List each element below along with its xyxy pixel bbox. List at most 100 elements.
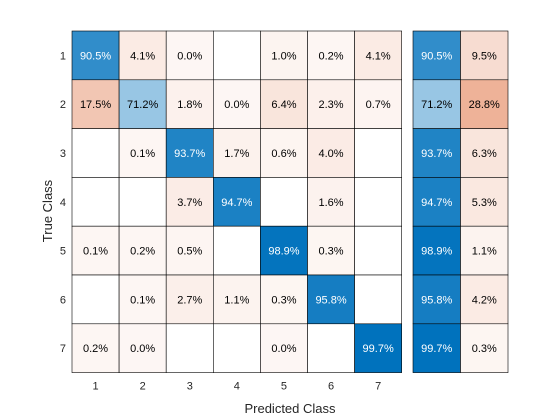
summary-cell-label: 9.5%: [472, 50, 497, 62]
confusion-matrix-grid: 90.5% 4.1% 0.0% 1.0% 0.2% 4.1% 17.5% 71.2% 1.8% 0…: [71, 30, 403, 373]
y-tick-label: 5: [60, 246, 66, 258]
summary-incorrect-cell-1: [460, 30, 509, 81]
matrix-cell-5-5: [260, 225, 308, 276]
matrix-cell-2-4: [213, 79, 261, 129]
matrix-cell-7-4: [213, 323, 261, 373]
matrix-cell-label: 1.7%: [224, 148, 249, 160]
matrix-cell-4-4: [213, 177, 261, 227]
matrix-cell-5-1: [71, 225, 120, 276]
x-tick-label: 5: [281, 381, 287, 393]
x-tick-labels: 1 2 3 4 5 6 7: [92, 381, 381, 393]
matrix-cell-6-4: [213, 274, 261, 325]
row-summary-grid: 90.5% 9.5% 71.2% 28.8% 93.7% 6.3% 94.7% 5.3% 98.…: [412, 30, 509, 373]
matrix-cell-1-4: [213, 30, 261, 81]
matrix-cell-4-7: [354, 177, 403, 227]
y-tick-label: 3: [60, 148, 66, 160]
matrix-cell-4-1: [71, 177, 120, 227]
y-tick-labels: 1 2 3 4 5 6 7: [60, 50, 66, 355]
matrix-cell-label: 1.0%: [271, 50, 296, 62]
matrix-cell-5-7: [354, 225, 403, 276]
y-tick-label: 6: [60, 294, 66, 306]
matrix-cell-label: 90.5%: [80, 50, 111, 62]
matrix-cell-3-4: [213, 128, 261, 178]
matrix-cell-label: 0.1%: [83, 246, 108, 258]
matrix-cell-7-7: [354, 323, 403, 373]
x-tick-label: 1: [92, 381, 98, 393]
summary-cell-label: 5.3%: [472, 197, 497, 209]
matrix-cell-7-3: [165, 323, 214, 373]
matrix-cell-1-3: [165, 30, 214, 81]
matrix-cell-label: 0.2%: [319, 50, 344, 62]
matrix-cell-label: 0.0%: [130, 343, 155, 355]
x-tick-label: 4: [234, 381, 240, 393]
matrix-cell-2-7: [354, 79, 403, 129]
matrix-cell-label: 0.2%: [83, 343, 108, 355]
summary-cell-label: 0.3%: [472, 343, 497, 355]
summary-cell-label: 99.7%: [421, 343, 452, 355]
matrix-cell-7-6: [307, 323, 355, 373]
summary-incorrect-cell-7: [460, 323, 509, 373]
y-tick-label: 1: [60, 50, 66, 62]
matrix-cell-6-6: [307, 274, 355, 325]
matrix-cell-label: 4.1%: [366, 50, 391, 62]
matrix-cell-5-4: [213, 225, 261, 276]
summary-incorrect-cell-5: [460, 225, 509, 276]
matrix-cell-label: 3.7%: [177, 197, 202, 209]
summary-cell-label: 95.8%: [421, 294, 452, 306]
summary-incorrect-cell-4: [460, 177, 509, 227]
matrix-cell-6-2: [118, 274, 167, 325]
matrix-cell-4-5: [260, 177, 308, 227]
matrix-cell-1-1: [71, 30, 120, 81]
matrix-cell-label: 0.3%: [271, 294, 296, 306]
matrix-cell-label: 0.5%: [177, 246, 202, 258]
summary-correct-cell-4: [412, 177, 461, 227]
matrix-cell-label: 2.7%: [177, 294, 202, 306]
matrix-cell-label: 0.0%: [177, 50, 202, 62]
summary-cell-label: 71.2%: [421, 99, 452, 111]
matrix-cell-label: 0.6%: [271, 148, 296, 160]
x-tick-label: 3: [187, 381, 193, 393]
matrix-cell-4-2: [118, 177, 167, 227]
y-axis-title: True Class: [40, 179, 55, 242]
summary-correct-cell-1: [412, 30, 461, 81]
summary-cell-label: 98.9%: [421, 246, 452, 258]
matrix-cell-label: 4.0%: [319, 148, 344, 160]
matrix-cell-1-2: [118, 30, 167, 81]
summary-correct-cell-6: [412, 274, 461, 325]
matrix-cell-label: 1.6%: [319, 197, 344, 209]
matrix-cell-label: 2.3%: [319, 99, 344, 111]
matrix-cell-label: 0.0%: [224, 99, 249, 111]
matrix-cell-6-7: [354, 274, 403, 325]
matrix-cell-label: 98.9%: [268, 246, 299, 258]
matrix-cell-label: 1.8%: [177, 99, 202, 111]
matrix-cell-label: 0.2%: [130, 246, 155, 258]
matrix-cell-2-6: [307, 79, 355, 129]
matrix-cell-1-6: [307, 30, 355, 81]
y-tick-label: 7: [60, 343, 66, 355]
summary-cell-label: 93.7%: [421, 148, 452, 160]
matrix-cell-label: 4.1%: [130, 50, 155, 62]
y-tick-label: 4: [60, 197, 66, 209]
matrix-cell-label: 0.0%: [271, 343, 296, 355]
matrix-cell-1-5: [260, 30, 308, 81]
summary-cell-label: 1.1%: [472, 246, 497, 258]
matrix-cell-label: 0.1%: [130, 294, 155, 306]
matrix-cell-3-1: [71, 128, 120, 178]
matrix-cell-6-3: [165, 274, 214, 325]
matrix-cell-3-2: [118, 128, 167, 178]
matrix-cell-3-6: [307, 128, 355, 178]
summary-cell-label: 94.7%: [421, 197, 452, 209]
summary-incorrect-cell-2: [460, 79, 509, 129]
summary-cell-label: 6.3%: [472, 148, 497, 160]
matrix-cell-label: 1.1%: [224, 294, 249, 306]
matrix-cell-label: 6.4%: [271, 99, 296, 111]
summary-correct-cell-3: [412, 128, 461, 178]
matrix-cell-3-7: [354, 128, 403, 178]
matrix-cell-2-2: [118, 79, 167, 129]
matrix-cell-label: 0.1%: [130, 148, 155, 160]
matrix-cell-label: 0.7%: [366, 99, 391, 111]
summary-cell-label: 4.2%: [472, 294, 497, 306]
x-tick-label: 6: [328, 381, 334, 393]
matrix-cell-label: 71.2%: [127, 99, 158, 111]
